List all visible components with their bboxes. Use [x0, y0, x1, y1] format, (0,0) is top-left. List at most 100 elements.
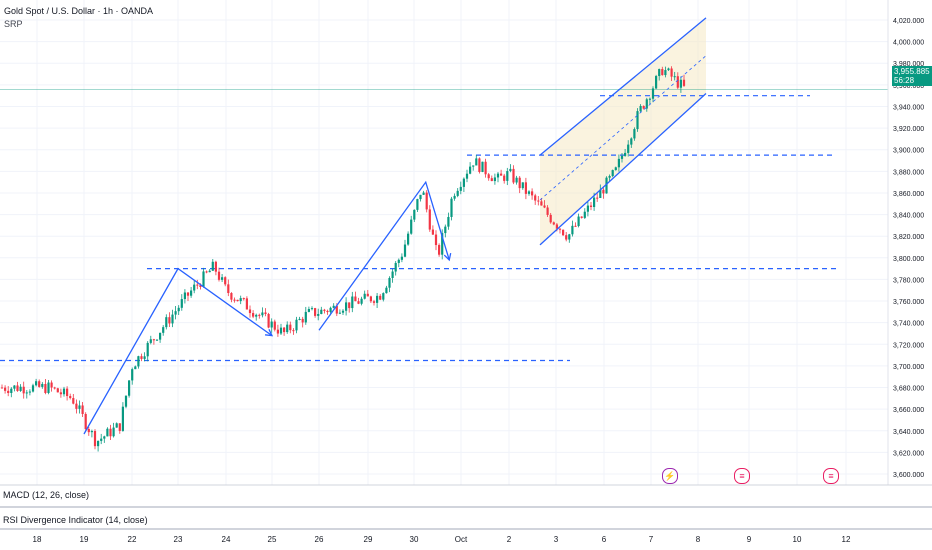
candle-body	[81, 405, 84, 414]
arrow-head	[264, 329, 274, 337]
candle-body	[462, 178, 465, 187]
candle-body	[221, 277, 224, 280]
candle-body	[25, 392, 28, 394]
channel-lower-line	[539, 93, 707, 246]
candle-body	[543, 205, 546, 208]
candle-body	[400, 256, 403, 260]
candle-body	[292, 330, 295, 332]
candle-body	[661, 69, 664, 76]
candle-body	[146, 342, 149, 357]
x-tick-label: Oct	[455, 535, 468, 544]
candle-body	[326, 310, 329, 313]
candle-body	[354, 296, 357, 302]
candle-body	[642, 105, 645, 109]
y-tick-label: 3,940.000	[893, 104, 924, 111]
candle-body	[109, 428, 112, 437]
candle-body	[174, 311, 177, 315]
candle-body	[283, 327, 286, 333]
y-tick-label: 3,900.000	[893, 148, 924, 155]
candle-body	[35, 381, 38, 386]
candle-body	[645, 99, 648, 109]
candle-body	[500, 173, 503, 176]
candle-body	[183, 292, 186, 300]
candle-body	[115, 423, 118, 428]
candle-body	[515, 177, 518, 183]
x-tick-label: 24	[222, 535, 231, 544]
candle-body	[379, 295, 382, 300]
candle-body	[177, 307, 180, 312]
candle-body	[10, 388, 13, 393]
y-tick-label: 3,680.000	[893, 386, 924, 393]
candle-body	[614, 167, 617, 171]
candle-body	[165, 317, 168, 328]
candle-body	[341, 310, 345, 313]
candle-body	[360, 298, 363, 304]
candle-body	[624, 152, 627, 156]
candle-body	[106, 428, 109, 437]
candle-body	[599, 189, 602, 199]
horizontal-levels	[0, 17, 888, 362]
candle-body	[537, 200, 540, 202]
us-flag-icon[interactable]: ≡	[823, 468, 839, 484]
candle-body	[193, 284, 196, 291]
candle-body	[230, 293, 233, 300]
candle-body	[66, 388, 69, 397]
candle-body	[605, 177, 608, 194]
y-tick-label: 3,820.000	[893, 234, 924, 241]
macd-pane	[0, 485, 932, 507]
candle-body	[310, 308, 314, 310]
candle-body	[425, 192, 428, 210]
current-price-tag: 3,955.885 56:28	[892, 66, 932, 86]
us-flag-icon[interactable]: ≡	[734, 468, 750, 484]
candle-body	[121, 406, 124, 431]
candle-body	[357, 301, 360, 304]
macd-label[interactable]: MACD (12, 26, close)	[3, 490, 90, 500]
channel-fill	[540, 17, 706, 245]
y-tick-label: 3,840.000	[893, 213, 924, 220]
candle-body	[307, 308, 310, 312]
candle-body	[112, 427, 115, 437]
candle-body	[394, 262, 397, 272]
y-tick-label: 4,020.000	[893, 18, 924, 25]
indicator-label[interactable]: SRP	[4, 19, 23, 29]
candle-body	[558, 228, 562, 230]
candle-body	[273, 321, 276, 330]
candle-body	[434, 234, 438, 246]
candle-body	[289, 324, 292, 331]
candle-body	[388, 277, 391, 288]
candle-body	[298, 318, 301, 320]
candle-body	[602, 189, 605, 194]
candle-body	[478, 158, 481, 172]
candle-body	[493, 177, 496, 182]
candle-body	[617, 158, 620, 168]
candle-body	[630, 138, 633, 145]
candle-body	[372, 301, 376, 303]
candle-body	[459, 186, 462, 191]
lightning-icon[interactable]: ⚡	[662, 468, 678, 484]
x-tick-label: 8	[696, 535, 701, 544]
candle-body	[682, 79, 686, 86]
y-tick-label: 3,700.000	[893, 364, 924, 371]
rsi-divergence-label[interactable]: RSI Divergence Indicator (14, close)	[3, 515, 148, 525]
candle-body	[670, 68, 673, 77]
candle-body	[583, 211, 586, 218]
candle-body	[134, 366, 137, 370]
candle-body	[208, 270, 211, 273]
candle-body	[658, 69, 661, 77]
candle-body	[317, 313, 320, 316]
candle-body	[655, 76, 658, 89]
candle-body	[407, 233, 410, 245]
y-tick-label: 3,720.000	[893, 342, 924, 349]
candle-body	[351, 296, 354, 309]
candle-body	[574, 225, 577, 227]
candle-body	[496, 173, 500, 178]
candle-body	[38, 381, 41, 387]
candle-body	[676, 76, 679, 88]
candle-body	[438, 245, 441, 255]
candle-body	[521, 182, 524, 189]
candle-body	[568, 234, 571, 240]
candle-body	[596, 197, 599, 199]
candle-body	[527, 191, 531, 194]
candle-body	[571, 225, 574, 235]
